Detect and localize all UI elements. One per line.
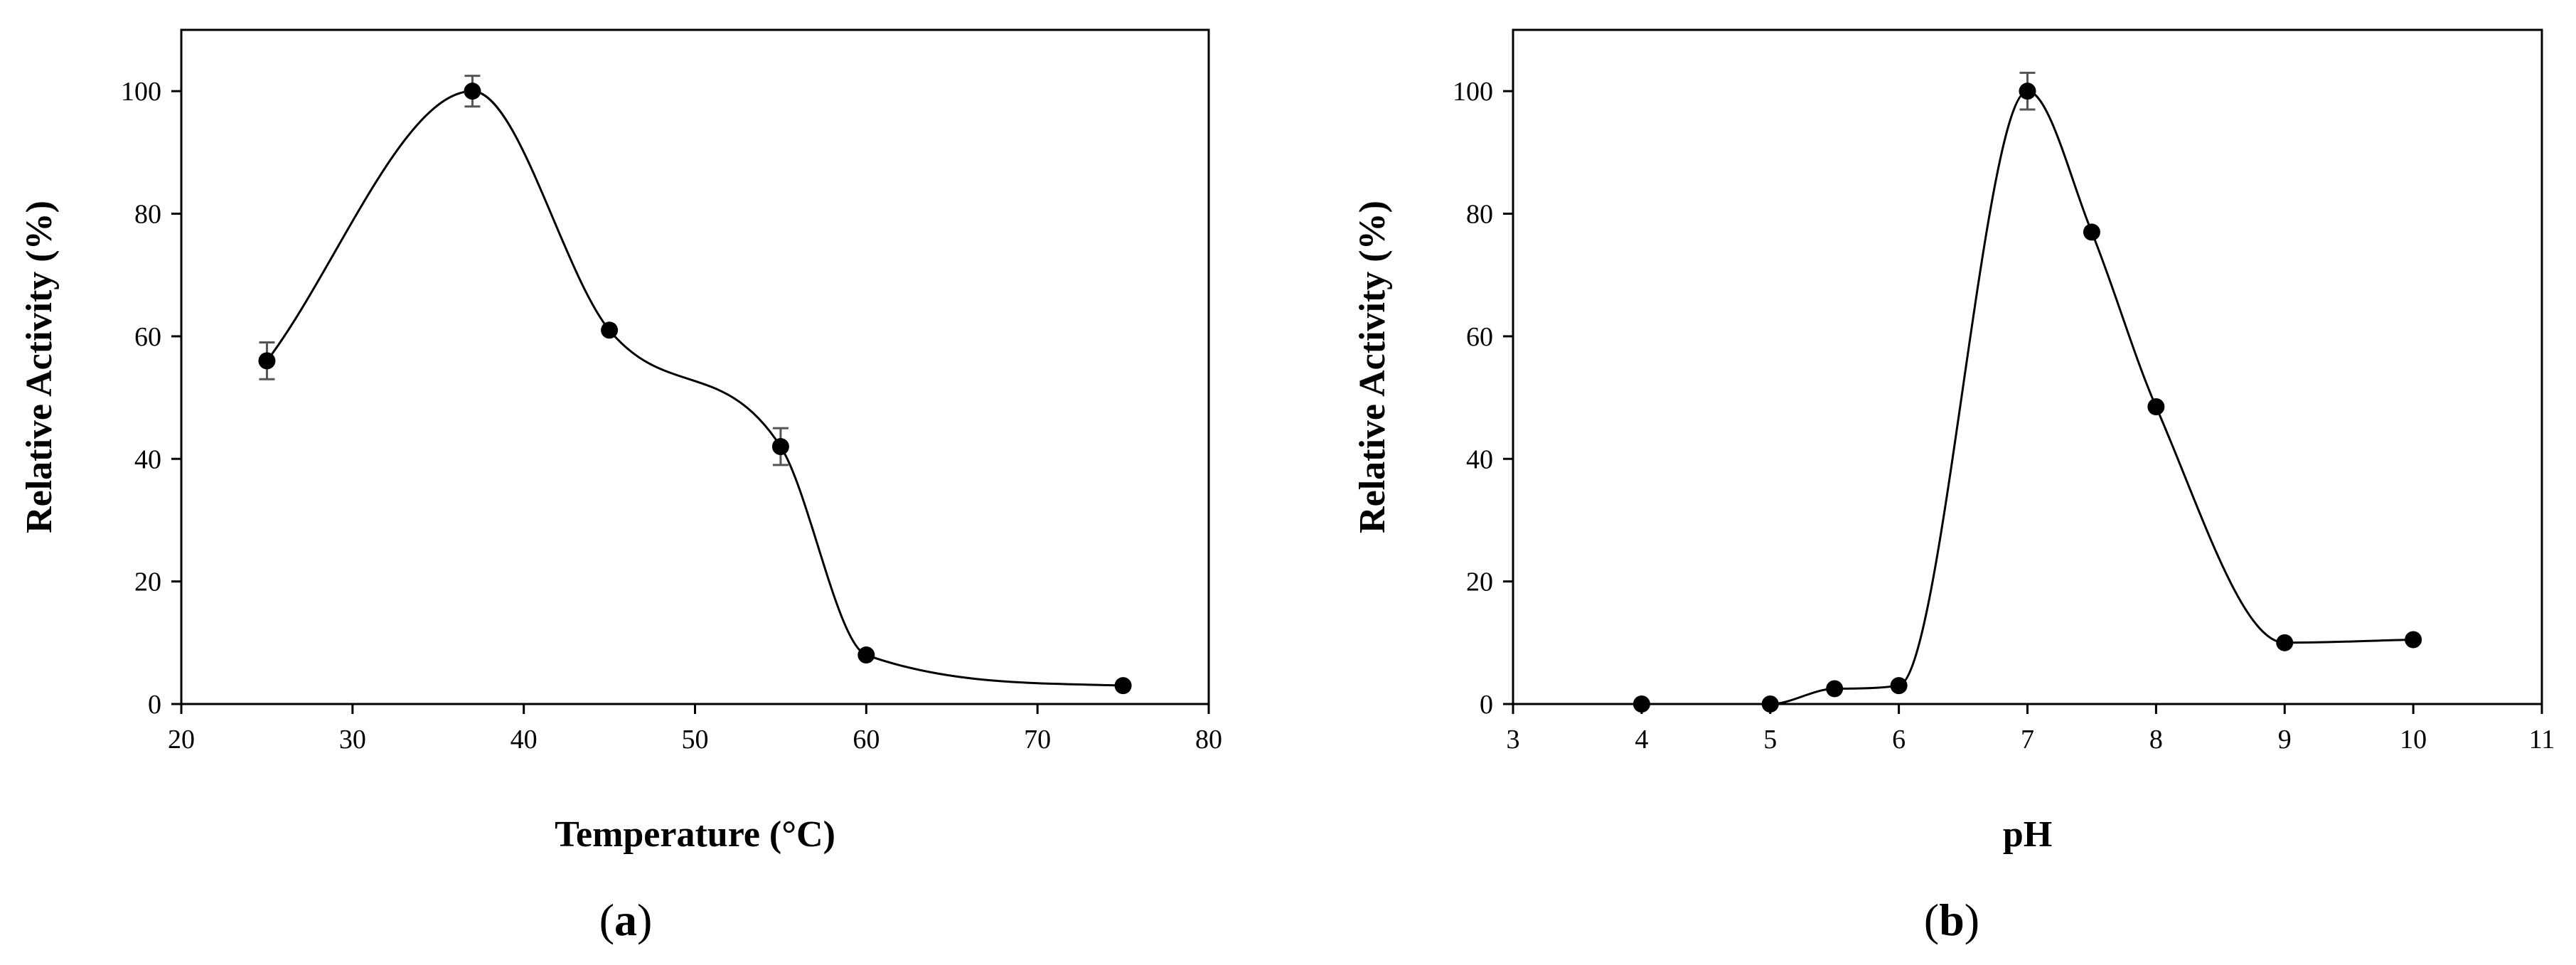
data-point bbox=[857, 646, 875, 664]
data-point bbox=[464, 82, 481, 100]
x-tick-label: 6 bbox=[1892, 725, 1906, 755]
data-point bbox=[2405, 631, 2422, 649]
y-tick-label: 40 bbox=[1466, 444, 1493, 474]
data-point bbox=[2276, 634, 2294, 651]
plot-area-frame bbox=[180, 28, 1210, 705]
plot-area-frame bbox=[1512, 28, 2543, 705]
y-axis-title: Relative Activity (%) bbox=[19, 201, 60, 533]
x-axis-title: Temperature (°C) bbox=[555, 814, 835, 855]
data-point bbox=[1890, 677, 1908, 695]
x-tick-label: 60 bbox=[853, 725, 880, 755]
data-point bbox=[1826, 680, 1844, 698]
data-point bbox=[1761, 695, 1779, 713]
y-tick-label: 60 bbox=[1466, 322, 1493, 352]
data-point bbox=[1632, 695, 1650, 713]
x-tick-label: 10 bbox=[2400, 725, 2427, 755]
y-tick-label: 80 bbox=[134, 200, 161, 230]
x-tick-label: 40 bbox=[511, 725, 538, 755]
y-tick-label: 20 bbox=[134, 567, 161, 597]
y-tick-label: 100 bbox=[1453, 77, 1493, 107]
y-tick-label: 20 bbox=[1466, 567, 1493, 597]
data-point bbox=[2019, 82, 2036, 100]
data-point bbox=[601, 321, 619, 339]
y-tick-label: 40 bbox=[134, 444, 161, 474]
x-tick-label: 8 bbox=[2149, 725, 2163, 755]
series-line bbox=[1641, 90, 2414, 705]
x-tick-label: 70 bbox=[1024, 725, 1051, 755]
y-axis-title: Relative Activity (%) bbox=[1352, 201, 1393, 533]
series-line bbox=[266, 90, 1123, 687]
x-tick-label: 3 bbox=[1507, 725, 1520, 755]
panel-label: (b) bbox=[1924, 895, 1979, 945]
data-point bbox=[1114, 677, 1132, 695]
x-tick-label: 20 bbox=[168, 725, 195, 755]
y-tick-label: 0 bbox=[148, 690, 161, 720]
data-point bbox=[771, 438, 789, 456]
chart-panel-b: 3 4 5 6 7 8 9 10 11 0 20 40 60 80 100 pH Relative Activi… bbox=[1352, 28, 2555, 945]
y-tick-label: 80 bbox=[1466, 200, 1493, 230]
data-point bbox=[258, 352, 276, 370]
x-tick-label: 9 bbox=[2278, 725, 2292, 755]
x-axis-title: pH bbox=[2003, 814, 2052, 855]
y-tick-label: 100 bbox=[121, 77, 161, 107]
panel-label: (a) bbox=[599, 895, 653, 945]
x-tick-label: 50 bbox=[682, 725, 709, 755]
x-tick-label: 4 bbox=[1635, 725, 1648, 755]
y-tick-label: 0 bbox=[1480, 690, 1493, 720]
x-tick-label: 7 bbox=[2021, 725, 2034, 755]
x-tick-label: 11 bbox=[2529, 725, 2555, 755]
x-tick-label: 5 bbox=[1763, 725, 1777, 755]
x-tick-label: 30 bbox=[339, 725, 366, 755]
data-point bbox=[2147, 398, 2165, 416]
y-tick-label: 60 bbox=[134, 322, 161, 352]
data-point bbox=[2083, 223, 2100, 241]
x-tick-label: 80 bbox=[1195, 725, 1222, 755]
